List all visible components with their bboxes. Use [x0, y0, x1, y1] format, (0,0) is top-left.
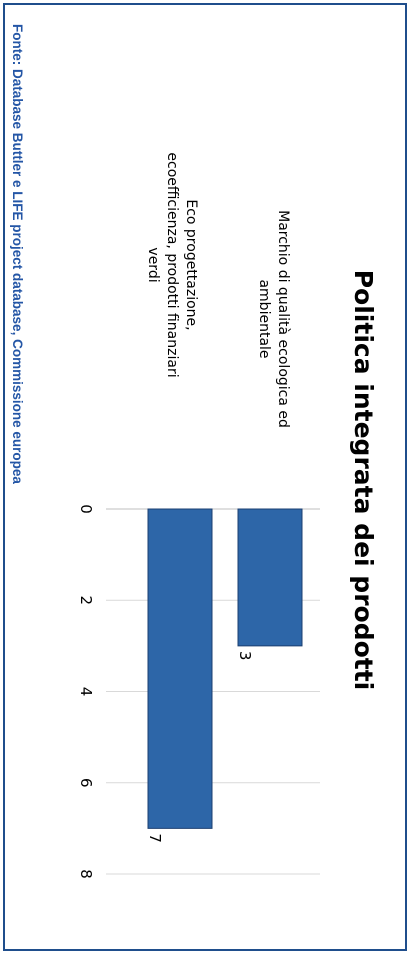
figure-frame [3, 3, 407, 951]
rotated-chart: Politica integrata dei prodotti Marchio … [48, 16, 402, 944]
bar [147, 508, 213, 829]
x-tick-label: 0 [77, 504, 95, 514]
source-note: Fonte: Database Buttler e LIFE project d… [10, 24, 25, 484]
x-tick-label: 8 [77, 869, 95, 879]
data-label: 3 [236, 651, 254, 661]
x-tick-label: 6 [77, 778, 95, 788]
x-tick-label: 4 [77, 687, 95, 697]
bar [237, 508, 303, 647]
chart-panel: Politica integrata dei prodotti Marchio … [48, 16, 402, 944]
x-tick-label: 2 [77, 595, 95, 605]
plot-area: 0 2 4 6 8 3 7 [77, 504, 320, 879]
data-label: 7 [146, 833, 164, 843]
